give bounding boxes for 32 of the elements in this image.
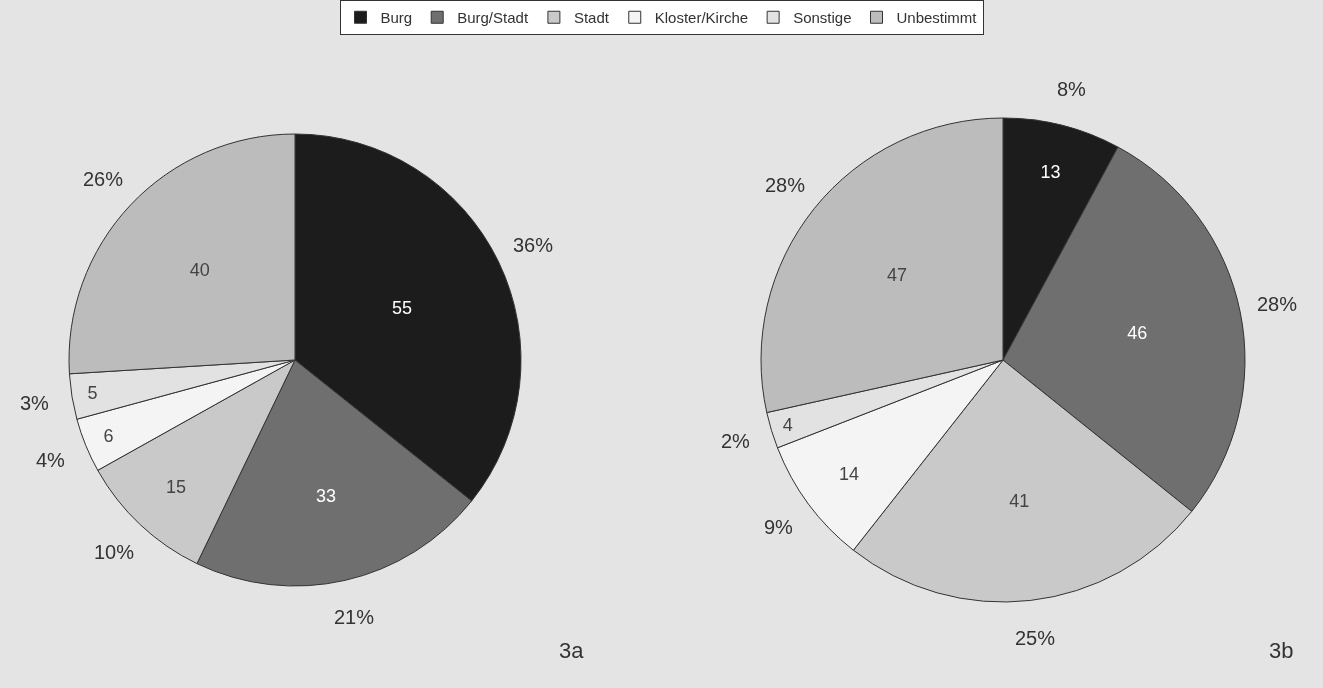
text: 3b	[1269, 638, 1294, 663]
data-label: 5	[87, 383, 98, 404]
data-label: 14	[839, 464, 860, 485]
legend-label: Unbestimmt	[896, 9, 978, 27]
data-label: 40	[189, 260, 210, 281]
text: 3%	[20, 392, 50, 414]
data-label: 13	[1040, 161, 1061, 182]
text: 3a	[559, 638, 585, 663]
data-label: 4	[782, 415, 793, 436]
data-label: 55	[392, 298, 413, 319]
data-label: 15	[165, 476, 187, 497]
text: 26%	[83, 168, 124, 190]
legend-label: Stadt	[573, 9, 610, 27]
text: 36%	[513, 234, 554, 256]
data-label: 41	[1009, 491, 1030, 512]
data-label: 6	[103, 426, 114, 447]
text: 28%	[1257, 293, 1298, 315]
text: 8%	[1057, 78, 1087, 100]
legend-label: Burg	[380, 9, 413, 27]
legend-label: Sonstige	[793, 9, 852, 27]
text: 2%	[721, 430, 751, 452]
text: 9%	[764, 516, 794, 538]
data-label: 46	[1127, 322, 1148, 343]
text: 28%	[765, 174, 806, 196]
legend-label: Kloster/Kirche	[654, 9, 749, 27]
legend-label: Burg/Stadt	[457, 9, 529, 27]
text: 10%	[94, 541, 135, 563]
text: 21%	[334, 606, 375, 628]
data-label: 33	[315, 485, 336, 506]
text: 25%	[1015, 627, 1056, 649]
text: 4%	[36, 449, 66, 471]
data-label: 47	[886, 264, 907, 285]
